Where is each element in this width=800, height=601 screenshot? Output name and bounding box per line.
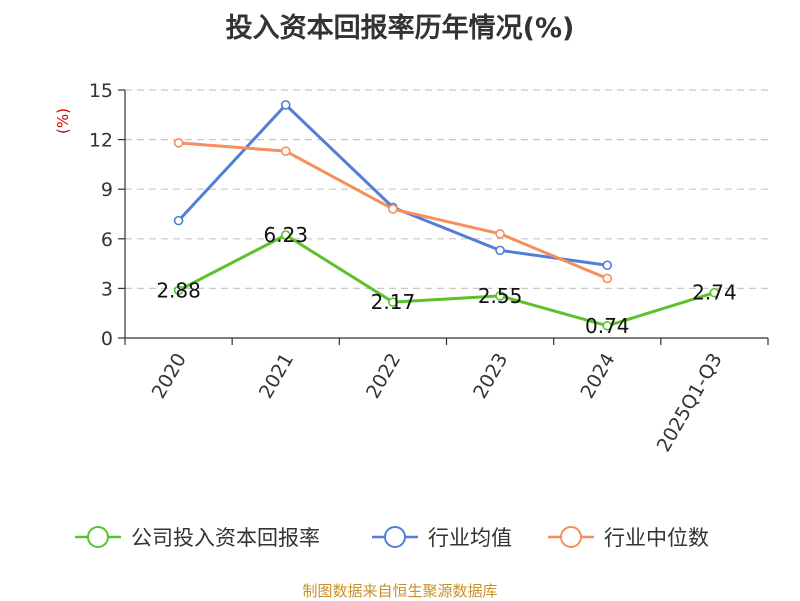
data-point-s0-1 [280, 230, 291, 240]
data-point-s1-1 [280, 100, 291, 110]
y-tick-label-15: 15 [89, 80, 113, 102]
data-label-4: 0.74 [585, 314, 630, 338]
chart-title: 投入资本回报率历年情况(%) [225, 13, 575, 44]
data-point-s2-2 [388, 204, 398, 214]
x-tick-label-2023: 2023 [469, 350, 512, 403]
data-point-s1-3 [495, 245, 505, 256]
series-line-1 [177, 103, 608, 267]
data-point-s0-2 [388, 297, 398, 307]
data-point-s2-4 [602, 273, 613, 284]
series-lines [173, 100, 720, 331]
gridlines [125, 89, 768, 289]
legend-marker-2 [560, 526, 582, 548]
data-point-s2-1 [280, 146, 291, 156]
data-labels: 2.88 6.23 2.17 2.55 0.74 2.74 [156, 223, 736, 338]
legend-marker-0 [87, 526, 109, 548]
y-tick-label-9: 9 [101, 179, 113, 201]
data-label-0: 2.88 [156, 278, 201, 302]
legend-label-1: 行业均值 [428, 526, 512, 550]
x-tick-label-2022: 2022 [362, 350, 405, 403]
data-label-2: 2.17 [371, 290, 416, 314]
legend-label-0: 公司投入资本回报率 [131, 526, 320, 550]
x-tick-label-2024: 2024 [576, 350, 619, 403]
axes: 0 3 6 9 12 15 2020 2021 2022 2023 2024 2025Q1-Q3 [89, 80, 769, 456]
legend-label-2: 行业中位数 [604, 526, 709, 550]
data-point-s0-5 [709, 287, 720, 298]
data-point-s2-3 [495, 229, 505, 239]
data-point-s1-4 [602, 260, 613, 271]
data-label-5: 2.74 [692, 281, 737, 305]
data-point-s0-0 [173, 285, 184, 296]
data-point-s2-0 [173, 138, 184, 148]
legend-marker-1 [384, 526, 406, 548]
data-point-s1-0 [173, 215, 184, 226]
y-tick-label-3: 3 [101, 278, 113, 300]
x-tick-label-2025Q1-Q3: 2025Q1-Q3 [653, 350, 727, 456]
series-line-0 [177, 233, 715, 328]
source-note: 制图数据来自恒生聚源数据库 [302, 582, 498, 600]
x-tick-label-2021: 2021 [255, 350, 298, 403]
y-tick-label-12: 12 [89, 130, 113, 152]
legend: 公司投入资本回报率 行业均值 行业中位数 [75, 526, 709, 550]
y-tick-label-0: 0 [101, 328, 113, 350]
data-label-1: 6.23 [263, 223, 308, 247]
data-label-3: 2.55 [478, 284, 523, 308]
y-tick-label-6: 6 [101, 229, 113, 251]
data-point-s0-3 [495, 291, 505, 301]
data-point-s0-4 [602, 320, 613, 331]
x-tick-label-2020: 2020 [148, 350, 191, 403]
